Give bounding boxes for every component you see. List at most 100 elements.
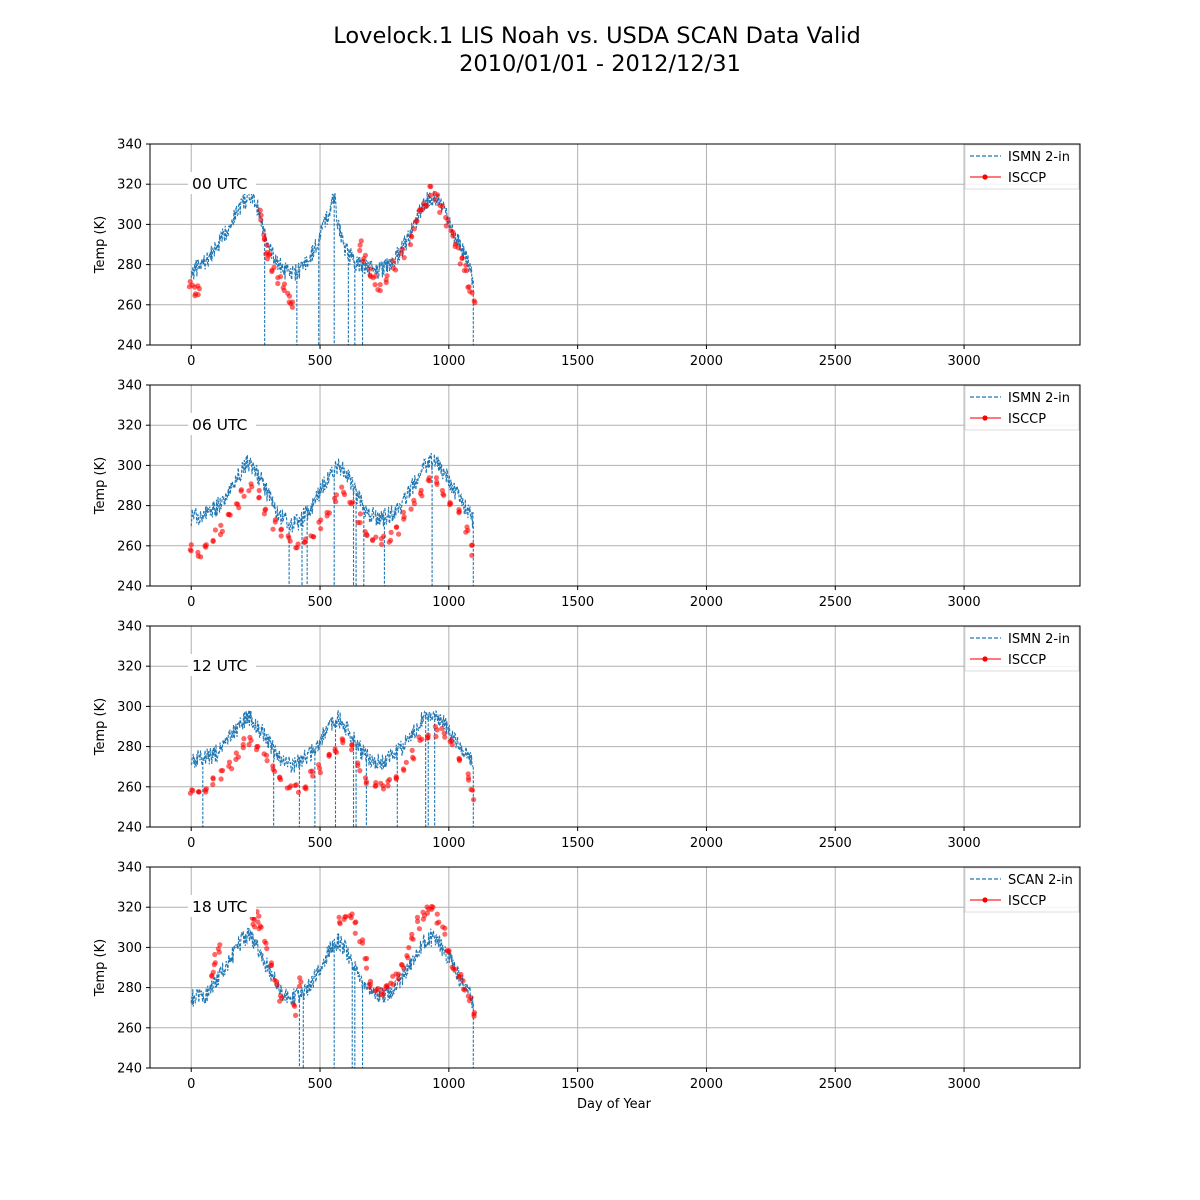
isccp-point [218, 776, 224, 782]
isccp-point [372, 282, 378, 288]
isccp-point [384, 984, 390, 991]
isccp-point [349, 911, 355, 917]
isccp-point [364, 532, 370, 539]
isccp-point [452, 966, 458, 972]
legend-entry: ISCCP [1008, 412, 1046, 427]
x-axis-label: Day of Year [577, 1097, 652, 1112]
isccp-point [256, 495, 262, 501]
isccp-point [362, 529, 368, 535]
chart-title-line1: Lovelock.1 LIS Noah vs. USDA SCAN Data V… [333, 23, 861, 49]
isccp-point [422, 203, 428, 209]
isccp-point [428, 192, 434, 198]
isccp-point [187, 279, 193, 285]
isccp-point [326, 510, 332, 516]
y-tick-label: 300 [117, 459, 142, 474]
isccp-point [469, 787, 476, 793]
isccp-point [441, 730, 447, 736]
x-tick-label: 1500 [561, 836, 594, 851]
y-tick-label: 280 [117, 499, 142, 514]
isccp-point [212, 527, 218, 533]
isccp-point [362, 252, 368, 258]
isccp-point [472, 299, 478, 306]
isccp-point [278, 777, 284, 783]
legend-box [964, 385, 1080, 431]
plot-area [190, 903, 478, 1068]
x-tick-label: 3000 [948, 836, 981, 851]
isccp-point [468, 995, 474, 1001]
isccp-point [256, 913, 262, 919]
isccp-point [440, 924, 446, 930]
isccp-point [246, 488, 252, 494]
isccp-point [272, 977, 278, 983]
panel-label: 12 UTC [192, 657, 247, 675]
legend-entry: ISMN 2-in [1008, 150, 1070, 165]
isccp-point [357, 247, 363, 254]
panel-label: 18 UTC [192, 898, 247, 916]
isccp-point [395, 976, 401, 982]
isccp-point [447, 738, 453, 745]
isccp-point [278, 527, 284, 533]
isccp-point [442, 931, 448, 937]
isccp-point [210, 538, 216, 545]
isccp-point [410, 936, 416, 942]
y-tick-label: 300 [117, 941, 142, 956]
isccp-point [352, 930, 358, 936]
y-tick-label: 260 [117, 298, 142, 313]
x-tick-label: 500 [308, 354, 333, 369]
isccp-point [363, 780, 369, 787]
isccp-point [411, 756, 417, 762]
isccp-point [187, 547, 193, 553]
isccp-point [293, 1012, 299, 1019]
x-tick-label: 1500 [561, 354, 594, 369]
panel-label: 06 UTC [192, 416, 247, 434]
plot-area [186, 183, 478, 345]
isccp-point [374, 987, 380, 993]
isccp-point [262, 507, 268, 513]
isccp-point [261, 235, 267, 242]
isccp-point [399, 246, 406, 252]
isccp-point [219, 528, 225, 535]
isccp-point [385, 783, 391, 789]
plot-area [187, 709, 477, 827]
isccp-point [357, 242, 363, 248]
y-tick-label: 260 [117, 1021, 142, 1036]
isccp-point [195, 292, 201, 298]
y-tick-label: 320 [117, 419, 142, 434]
y-tick-label: 240 [117, 821, 142, 836]
isccp-point [463, 262, 469, 268]
isccp-point [363, 965, 370, 971]
x-tick-label: 0 [187, 836, 195, 851]
isccp-point [247, 734, 253, 740]
isccp-point [226, 763, 232, 769]
isccp-point [469, 552, 475, 559]
isccp-point [437, 209, 443, 215]
x-tick-label: 2500 [819, 595, 852, 610]
isccp-point [377, 282, 383, 288]
isccp-point [465, 775, 472, 781]
isccp-point [235, 501, 241, 507]
legend-marker-swatch [982, 897, 988, 903]
isccp-point [281, 281, 288, 287]
series-line-scan-2-in [190, 927, 474, 1009]
isccp-point [367, 266, 373, 272]
isccp-point [246, 741, 252, 748]
legend-marker-swatch [982, 415, 988, 421]
isccp-point [358, 238, 364, 244]
y-tick-label: 340 [117, 138, 142, 153]
isccp-point [407, 242, 414, 248]
y-axis-label: Temp (K) [93, 457, 108, 515]
isccp-point [318, 526, 324, 532]
x-tick-label: 0 [187, 595, 195, 610]
isccp-point [370, 275, 376, 281]
isccp-point [264, 758, 270, 764]
isccp-point [212, 951, 218, 958]
isccp-point [355, 762, 361, 769]
isccp-point [450, 233, 456, 239]
isccp-point [275, 280, 281, 287]
isccp-point [341, 489, 347, 495]
isccp-point [278, 993, 284, 999]
isccp-point [408, 506, 414, 512]
isccp-point [332, 746, 338, 752]
isccp-point [429, 906, 435, 912]
x-tick-label: 2000 [690, 354, 723, 369]
